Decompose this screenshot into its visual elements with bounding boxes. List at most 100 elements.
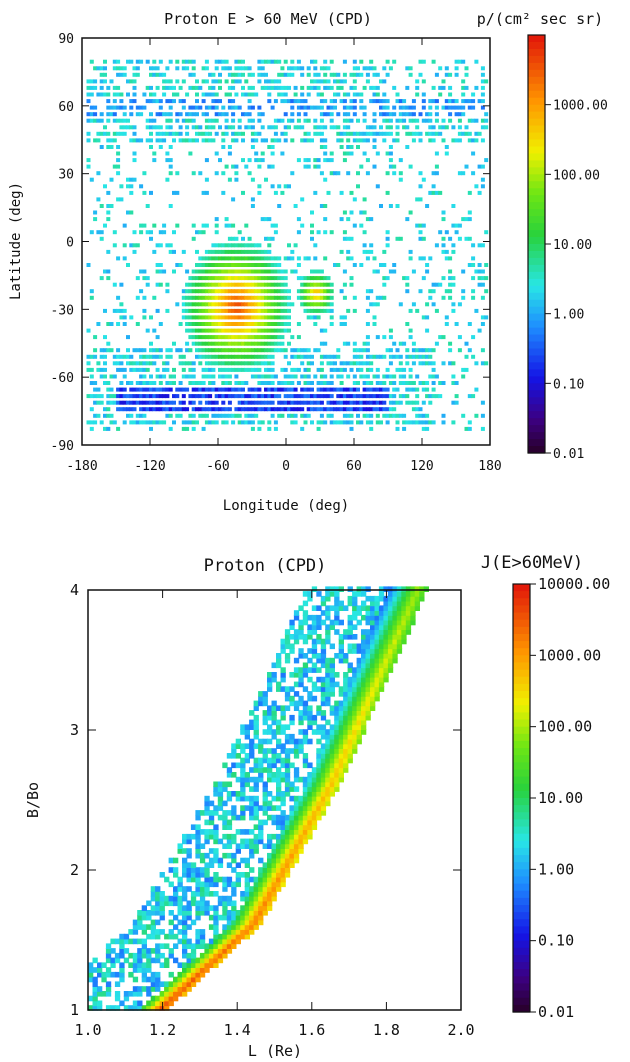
heat-cell [303, 374, 308, 379]
heat-cell [434, 341, 439, 346]
heat-cell [262, 800, 268, 807]
heat-cell [343, 605, 349, 611]
heat-cell [213, 952, 219, 959]
heat-cell [461, 374, 466, 379]
heat-cell [231, 164, 236, 169]
heat-cell [342, 295, 347, 300]
heat-cell [201, 66, 206, 71]
heat-cell [461, 92, 466, 97]
heat-cell [365, 367, 370, 372]
heat-cell [296, 322, 301, 326]
heat-cell [231, 833, 237, 840]
heat-cell [277, 204, 282, 208]
heat-cell [307, 824, 313, 830]
heat-cell [191, 85, 196, 90]
heat-cell [387, 591, 394, 597]
heat-cell [195, 328, 199, 333]
heat-cell [213, 857, 219, 864]
heat-cell [316, 795, 322, 802]
colorbar-tick-label: 1000.00 [553, 99, 608, 114]
heat-cell [258, 738, 264, 745]
heat-cell [316, 72, 321, 77]
heat-cell [181, 361, 186, 366]
heat-cell [146, 933, 152, 940]
heat-cell [289, 862, 295, 868]
heat-cell [191, 236, 196, 241]
heat-cell [204, 862, 210, 868]
heat-cell [382, 374, 387, 379]
heat-cell [123, 938, 130, 945]
heat-cell [119, 367, 124, 372]
heat-cell [325, 638, 331, 645]
heat-cell [310, 394, 314, 399]
heat-cell [217, 800, 224, 807]
heat-cell [267, 315, 272, 320]
heat-cell [296, 400, 301, 405]
heat-cell [235, 924, 241, 930]
heat-cell [396, 610, 403, 616]
heat-cell [356, 710, 362, 716]
heat-cell [392, 263, 397, 267]
heat-cell [369, 361, 374, 366]
heat-cell [385, 243, 390, 248]
heat-cell [231, 138, 236, 143]
heat-cell [112, 361, 117, 366]
heat-cell [280, 85, 285, 90]
heat-cell [280, 710, 286, 716]
heat-cell [434, 105, 439, 110]
heat-cell [352, 131, 357, 136]
heat-cell [175, 387, 180, 392]
heat-cell [247, 341, 252, 346]
colorbar-segment [528, 376, 545, 384]
heat-cell [168, 125, 173, 130]
heat-cell [260, 341, 265, 346]
heat-cell [168, 164, 173, 169]
heat-cell [323, 99, 328, 104]
heat-cell [188, 335, 193, 340]
heat-cell [132, 967, 139, 973]
heat-cell [165, 99, 170, 104]
heat-cell [258, 748, 264, 754]
heat-cell [326, 413, 331, 418]
heat-cell [372, 99, 377, 104]
heat-cell [343, 753, 349, 759]
heat-cell [311, 638, 318, 645]
heat-cell [158, 243, 163, 248]
heat-cell [234, 335, 239, 340]
heat-cell [425, 112, 430, 117]
heat-cell [290, 394, 295, 399]
colorbar-segment [513, 862, 530, 870]
heat-cell [402, 381, 407, 385]
heat-cell [188, 413, 193, 418]
heat-cell [254, 263, 259, 267]
heat-cell [257, 282, 262, 287]
heat-cell [347, 714, 353, 721]
colorbar-segment [513, 805, 530, 813]
heat-cell [290, 112, 295, 117]
heat-cell [313, 374, 318, 379]
heat-cell [334, 610, 340, 616]
heat-cell [199, 967, 206, 973]
heat-cell [213, 805, 219, 811]
heat-cell [388, 145, 393, 149]
heat-cell [320, 653, 327, 659]
heat-cell [142, 374, 147, 379]
heat-cell [116, 59, 121, 64]
heat-cell [365, 420, 370, 425]
heat-cell [277, 413, 282, 418]
heat-cell [231, 810, 237, 816]
heat-cell [168, 929, 174, 935]
heat-cell [250, 374, 255, 379]
heat-cell [323, 125, 328, 130]
heat-cell [145, 328, 150, 333]
heat-cell [122, 354, 127, 359]
heat-cell [387, 614, 394, 621]
heat-cell [356, 605, 362, 611]
heat-cell [234, 387, 239, 392]
heat-cell [375, 184, 380, 189]
heat-cell [106, 394, 111, 399]
heat-cell [168, 857, 174, 864]
heat-cell [438, 381, 443, 385]
heat-cell [195, 92, 199, 97]
heat-cell [448, 282, 453, 287]
